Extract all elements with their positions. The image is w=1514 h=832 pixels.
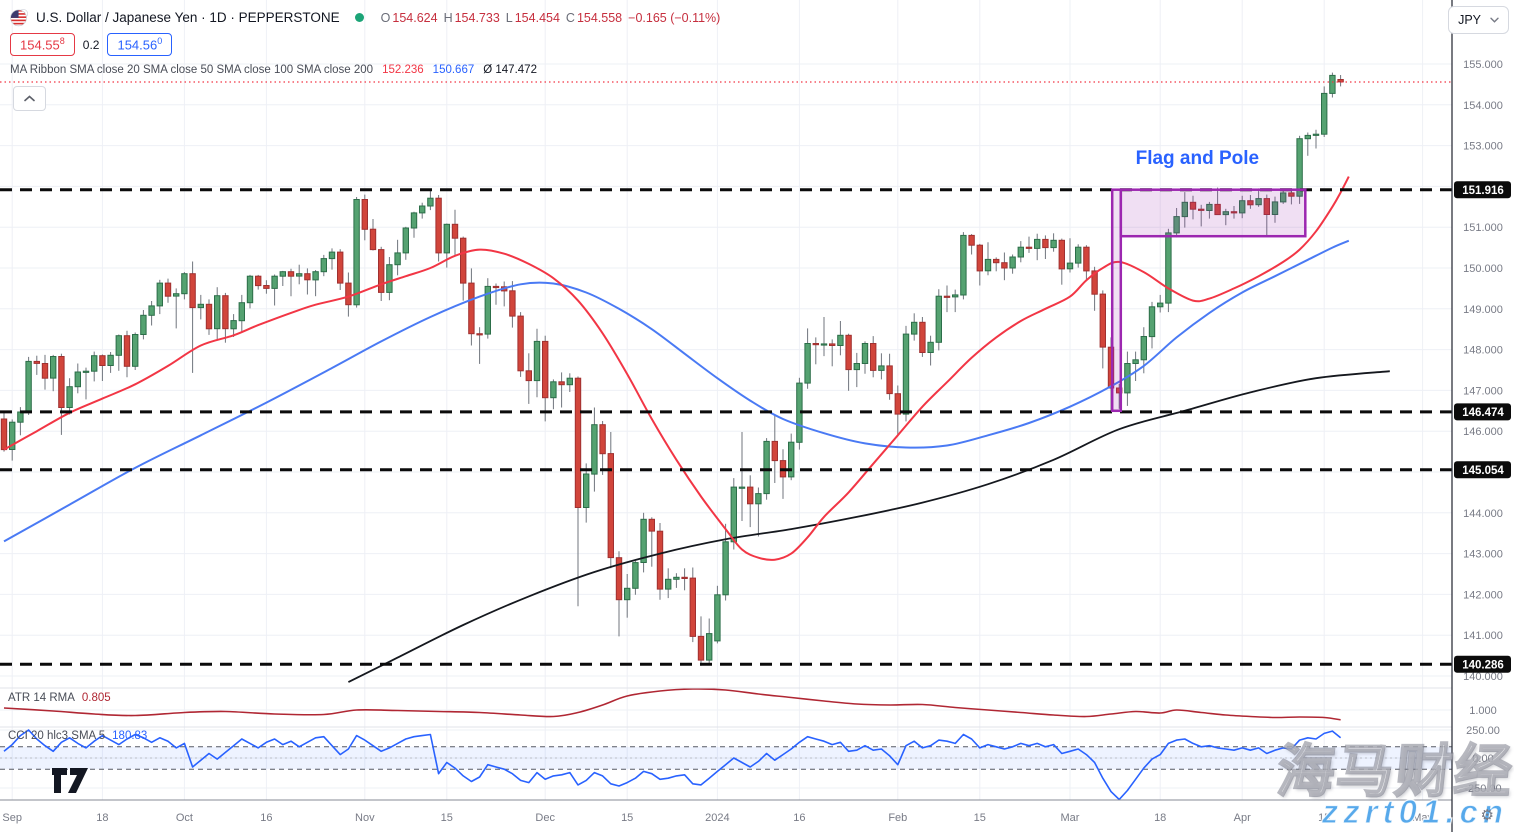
currency-dropdown[interactable]: JPY	[1448, 6, 1509, 34]
pattern-annotation: Flag and Pole	[1136, 148, 1260, 169]
svg-text:Dec: Dec	[535, 812, 555, 824]
close-value: 154.558	[576, 10, 623, 25]
buy-button[interactable]: 154.560	[107, 33, 173, 57]
svg-text:Nov: Nov	[355, 812, 375, 824]
close-label: C	[565, 10, 575, 25]
collapse-legend-button[interactable]	[13, 86, 46, 111]
flag-and-pole-pattern[interactable]: Flag and Pole	[1110, 148, 1307, 413]
time-axis[interactable]: Sep 18 Oct 16 Nov 15 Dec 15 2024 16 Feb 15 Mar 18 Apr 1…	[2, 812, 1433, 824]
svg-text:146.474: 146.474	[1462, 407, 1504, 419]
high-label: H	[443, 10, 453, 25]
svg-text:141.000: 141.000	[1463, 630, 1503, 642]
svg-text:140.000: 140.000	[1463, 671, 1503, 683]
chevron-down-icon	[1490, 17, 1499, 23]
svg-text:Oct: Oct	[176, 812, 193, 824]
open-value: 154.624	[392, 10, 438, 25]
instrument-flag-icon	[10, 8, 29, 27]
currency-label: JPY	[1458, 13, 1481, 27]
svg-text:148.000: 148.000	[1463, 345, 1503, 357]
svg-text:15: 15	[1318, 812, 1330, 824]
svg-text:151.000: 151.000	[1463, 222, 1503, 234]
svg-text:250.00: 250.00	[1466, 725, 1500, 737]
sell-button[interactable]: 154.558	[10, 33, 75, 57]
atr-value: 0.805	[81, 692, 111, 704]
open-label: O	[380, 10, 391, 25]
cci-pane	[0, 729, 1452, 800]
spread-value: 0.2	[82, 37, 100, 52]
svg-text:15: 15	[974, 812, 986, 824]
svg-text:16: 16	[260, 812, 272, 824]
cci-value: 180.83	[112, 730, 148, 742]
low-value: 154.454	[514, 10, 560, 25]
svg-text:May: May	[1412, 812, 1433, 824]
svg-text:143.000: 143.000	[1463, 549, 1503, 561]
svg-text:Feb: Feb	[888, 812, 907, 824]
svg-text:18: 18	[96, 812, 108, 824]
svg-text:15: 15	[621, 812, 633, 824]
high-value: 154.733	[454, 10, 500, 25]
svg-text:154.000: 154.000	[1463, 100, 1503, 112]
candles	[0, 72, 1344, 666]
low-label: L	[505, 10, 513, 25]
symbol-header: U.S. Dollar / Japanese Yen · 1D · PEPPER…	[10, 8, 720, 27]
svg-text:16: 16	[793, 812, 805, 824]
market-open-dot-icon	[354, 13, 364, 22]
svg-text:-250.00: -250.00	[1464, 783, 1501, 795]
atr-label: ATR 14 RMA	[8, 692, 75, 704]
svg-text:146.000: 146.000	[1463, 426, 1503, 438]
cci-label: CCI 20 hlc3 SMA 5	[8, 730, 106, 742]
sma200-value: Ø 147.472	[483, 64, 537, 76]
svg-text:151.916: 151.916	[1462, 185, 1504, 197]
svg-text:Sep: Sep	[2, 812, 22, 824]
svg-text:Apr: Apr	[1234, 812, 1251, 824]
chevron-up-icon	[24, 95, 35, 102]
tradingview-logo-icon[interactable]	[52, 768, 89, 798]
cci-legend[interactable]: CCI 20 hlc3 SMA 5 180.83	[8, 730, 147, 742]
svg-text:0.00: 0.00	[1472, 753, 1493, 765]
atr-legend[interactable]: ATR 14 RMA 0.805	[8, 692, 111, 704]
svg-text:2024: 2024	[705, 812, 729, 824]
gear-icon[interactable]: ⚙	[1480, 807, 1494, 824]
grid	[0, 0, 1452, 800]
symbol-title[interactable]: U.S. Dollar / Japanese Yen · 1D · PEPPER…	[36, 10, 340, 25]
watermark-url: zzrt01.cn	[1321, 792, 1508, 830]
ma-ribbon-legend[interactable]: MA Ribbon SMA close 20 SMA close 50 SMA …	[10, 64, 537, 76]
ma-ribbon-label: MA Ribbon SMA close 20 SMA close 50 SMA …	[10, 64, 374, 76]
sma50-value: 150.667	[432, 64, 475, 76]
ohlc-values: O 154.624 H 154.733 L 154.454 C 154.558 −0.1…	[381, 11, 721, 25]
svg-text:1.000: 1.000	[1469, 705, 1497, 717]
svg-text:153.000: 153.000	[1463, 141, 1503, 153]
svg-text:18: 18	[1154, 812, 1166, 824]
svg-text:142.000: 142.000	[1463, 589, 1503, 601]
svg-text:150.000: 150.000	[1463, 263, 1503, 275]
bid-ask-row: 154.558 0.2 154.560	[10, 33, 173, 57]
atr-line	[3, 688, 1341, 721]
sma20-value: 152.236	[382, 64, 424, 76]
svg-text:Mar: Mar	[1061, 812, 1080, 824]
svg-text:140.286: 140.286	[1462, 659, 1504, 671]
price-axis[interactable]: 140.000 141.000 142.000 143.000 144.000 146.0…	[1451, 0, 1514, 832]
svg-text:145.054: 145.054	[1462, 465, 1504, 477]
svg-text:144.000: 144.000	[1463, 508, 1503, 520]
svg-text:149.000: 149.000	[1463, 304, 1503, 316]
ma-ribbon-lines	[3, 176, 1390, 683]
svg-text:15: 15	[441, 812, 453, 824]
svg-text:147.000: 147.000	[1463, 385, 1503, 397]
svg-text:155.000: 155.000	[1463, 59, 1503, 71]
change-value: −0.165 (−0.11%)	[628, 10, 721, 25]
